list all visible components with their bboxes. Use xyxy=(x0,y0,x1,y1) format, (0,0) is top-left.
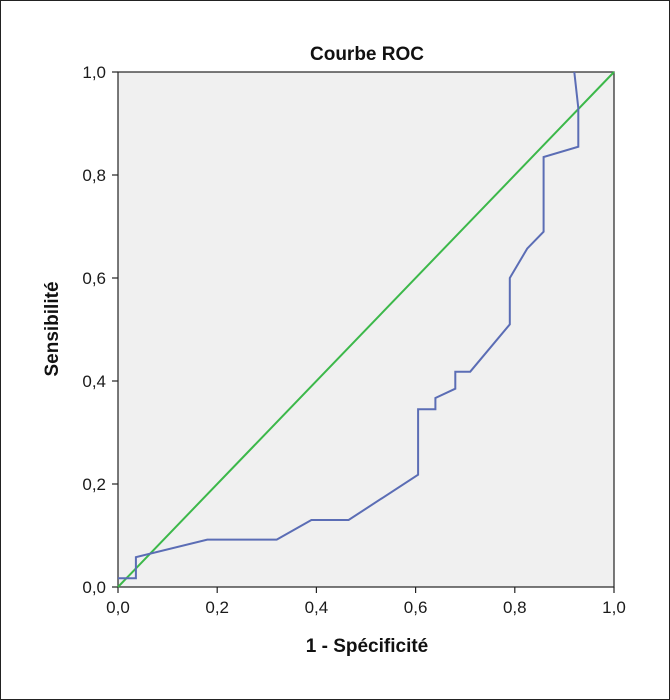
x-tick-label: 0,0 xyxy=(106,598,130,617)
y-tick-label: 0,4 xyxy=(82,372,106,391)
y-tick-label: 0,0 xyxy=(82,578,106,597)
x-tick-label: 0,2 xyxy=(205,598,229,617)
roc-curve-line xyxy=(118,71,580,580)
x-tick-label: 0,4 xyxy=(305,598,329,617)
x-tick-label: 1,0 xyxy=(602,598,626,617)
y-axis-title: Sensibilité xyxy=(42,281,63,376)
chart-title: Courbe ROC xyxy=(310,44,424,65)
y-tick-label: 0,2 xyxy=(82,475,106,494)
y-tick-label: 0,6 xyxy=(82,269,106,288)
x-axis: 0,0 0,2 0,4 0,6 0,8 1,0 xyxy=(106,587,626,617)
reference-diagonal-line xyxy=(117,71,615,588)
y-axis: 0,0 0,2 0,4 0,6 0,8 1,0 xyxy=(82,63,118,597)
series-layer xyxy=(117,71,615,588)
x-tick-label: 0,6 xyxy=(404,598,428,617)
x-axis-title: 1 - Spécificité xyxy=(306,636,429,657)
y-tick-label: 0,8 xyxy=(82,166,106,185)
x-tick-label: 0,8 xyxy=(503,598,527,617)
y-tick-label: 1,0 xyxy=(82,63,106,82)
